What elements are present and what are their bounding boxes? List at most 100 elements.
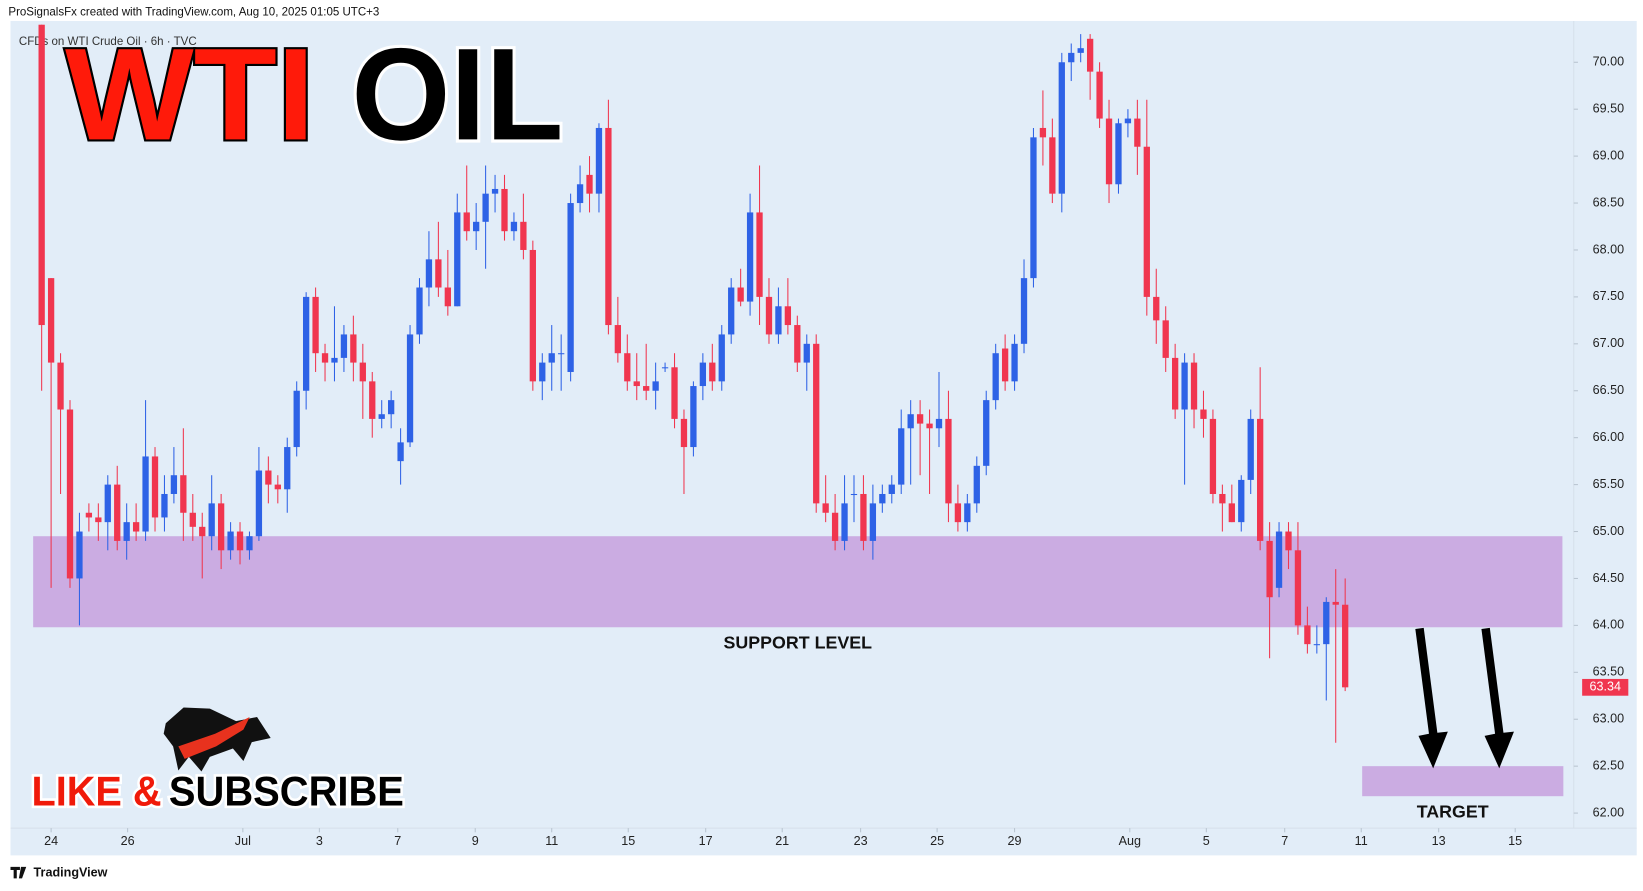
candle-body [784,306,792,326]
candle-body [1086,38,1094,72]
candle-body [369,381,376,419]
candle-body [161,493,168,518]
x-tick-label: 15 [1508,834,1522,848]
zone [1362,766,1564,797]
candle-body [1143,146,1150,297]
x-tick-label: Jul [235,834,251,848]
bull-stripe [178,716,250,759]
candle-body [813,343,820,504]
candle-body [1124,118,1132,124]
candle-body [1342,604,1349,688]
y-tick-label: 64.50 [1593,571,1624,585]
header: ProSignalsFx created with TradingView.co… [8,7,379,19]
candle-body [576,184,584,204]
candle-body [765,296,773,335]
candle-body [463,212,470,232]
candle-body [444,287,451,307]
candle-body [435,259,442,288]
candle-body [246,536,253,551]
zone [33,536,1563,628]
candle-body [123,522,130,541]
candle-body [756,212,763,297]
candle-body [1134,118,1141,147]
candle-body [1115,123,1122,185]
footer-logo [10,866,27,879]
candle-body [907,414,914,429]
candle-body [964,503,971,523]
candle-body [397,442,404,462]
y-tick-label: 70.00 [1593,55,1624,69]
candle-body [841,503,848,541]
y-tick-label: 66.50 [1593,383,1624,397]
candle-body [548,353,555,363]
candle-body [661,367,669,369]
candle-body [170,475,178,494]
candle-body [1285,531,1292,551]
candle-body [699,362,707,387]
candle-body [1077,48,1084,53]
candle-body [406,334,414,443]
candle-body [1200,409,1207,419]
candle-body [114,484,121,541]
candle-body [1058,62,1065,194]
title-wti: WTI [65,20,315,167]
candle-body [331,357,338,363]
candle-body [1105,118,1113,185]
x-tick-label: Aug [1119,834,1141,848]
arrows [1415,627,1514,769]
candle-body [151,456,159,518]
marks: 62.00 62.50 63.00 63.50 64.00 64.50 65.00 65.50… [33,24,1629,848]
candle-body [558,353,565,355]
candle-body [794,325,801,363]
candle-body [189,512,196,527]
banner-subscribe: SUBSCRIBE [169,768,404,815]
x-tick-label: 7 [394,834,401,848]
candle-body [473,221,480,232]
y-tick-label: 63.50 [1593,665,1624,679]
y-tick-label: 65.00 [1593,524,1624,538]
y-tick-label: 69.50 [1593,102,1624,116]
candle-body [293,390,300,448]
x-tick-label: 15 [621,834,635,848]
candle-body [831,512,839,541]
candle-body [973,465,980,504]
candle-body [265,470,272,485]
candle-body [746,212,754,302]
candle-body [1181,362,1188,410]
candle-body [236,531,244,551]
candle-body [85,512,93,518]
y-tick-label: 64.00 [1593,618,1624,632]
candle-body [482,193,489,222]
candle-body [66,409,74,579]
candle-body [350,334,357,363]
chart-pane [10,20,1637,856]
candle-body [822,503,829,513]
candle-body [718,334,725,382]
x-tick-label: 5 [1203,834,1210,848]
candle-body [624,353,631,382]
x-tick-label: 7 [1281,834,1288,848]
candle-body [529,249,536,382]
candle-body [1313,644,1320,646]
y-tick-label: 69.00 [1593,148,1624,162]
candle-body [47,278,55,363]
candle-body [274,484,281,490]
candle-body [1011,343,1018,382]
candle-body [1304,625,1311,645]
candle-body [199,526,206,537]
candle-body [643,386,650,391]
candle-body [1030,137,1037,279]
candle-body [1332,601,1339,605]
candle-body [605,127,612,326]
candle-body [898,428,905,485]
candle-body [359,362,366,382]
candle-body [633,381,640,387]
last-price-label: 63.34 [1589,680,1620,694]
candle-body [255,470,263,537]
candle-body [1049,137,1056,194]
x-tick-label: 29 [1008,834,1022,848]
candle-body [690,386,697,448]
candle-body [680,418,688,448]
candle-body [1171,357,1179,410]
candle-body [595,127,603,194]
